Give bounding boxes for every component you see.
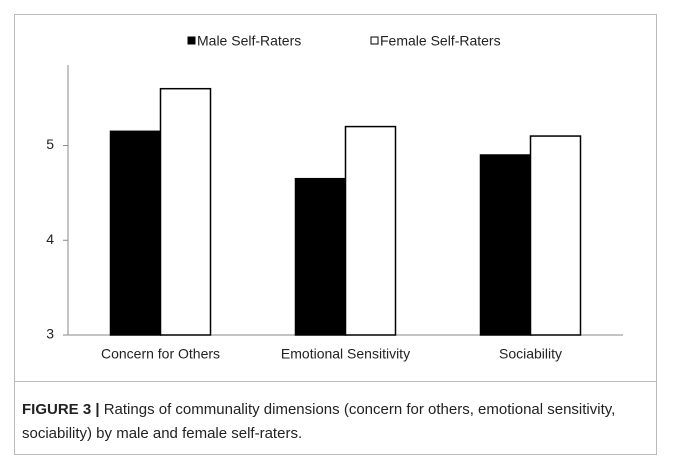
bar — [294, 177, 347, 336]
bar — [529, 135, 582, 336]
x-tick-label: Concern for Others — [101, 346, 220, 362]
caption: FIGURE 3 | Ratings of communality dimens… — [22, 398, 642, 446]
chart: 3 4 5 Male Self-Raters Female Self-Raters Con… — [46, 33, 623, 362]
x-tick-label: Sociability — [499, 346, 562, 362]
y-tick-label: 5 — [46, 136, 54, 152]
figure-frame — [14, 14, 657, 455]
legend-label: Female Self-Raters — [380, 33, 501, 49]
y-tick-label: 4 — [46, 231, 54, 247]
bar — [109, 130, 162, 336]
caption-label: FIGURE 3 | — [22, 401, 100, 418]
legend-swatch — [187, 36, 196, 45]
x-tick-label: Emotional Sensitivity — [281, 346, 410, 362]
bar — [344, 125, 397, 336]
legend-label: Male Self-Raters — [197, 33, 301, 49]
bar — [479, 154, 532, 336]
bar — [159, 87, 212, 336]
y-tick-label: 3 — [46, 326, 54, 342]
separator — [14, 381, 657, 382]
legend-swatch — [370, 36, 379, 45]
caption-text: Ratings of communality dimensions (conce… — [22, 401, 616, 442]
